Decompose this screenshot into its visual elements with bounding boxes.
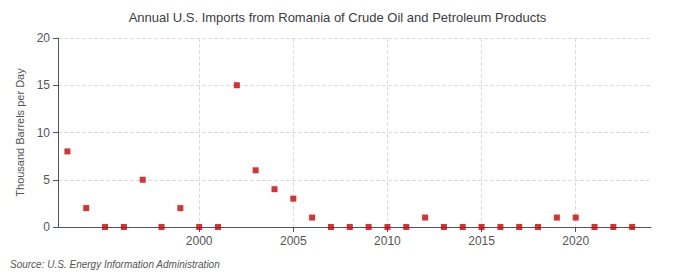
svg-text:5: 5 [43,173,50,187]
svg-text:Annual U.S. Imports from Roman: Annual U.S. Imports from Romania of Crud… [129,10,547,25]
svg-text:20: 20 [37,31,51,45]
svg-text:2015: 2015 [468,234,495,248]
svg-text:Source: U.S. Energy Informatio: Source: U.S. Energy Information Administ… [10,259,220,270]
svg-text:2010: 2010 [374,234,401,248]
svg-text:Thousand Barrels per Day: Thousand Barrels per Day [14,68,26,197]
svg-text:10: 10 [37,126,51,140]
svg-text:2020: 2020 [562,234,589,248]
svg-text:2000: 2000 [186,234,213,248]
svg-text:0: 0 [43,220,50,234]
svg-text:2005: 2005 [280,234,307,248]
svg-text:15: 15 [37,78,51,92]
